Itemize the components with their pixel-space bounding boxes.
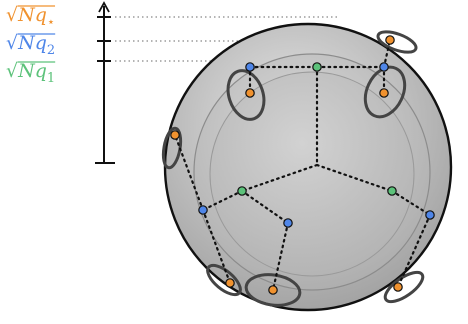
- radius-axis: [95, 1, 115, 164]
- ring-bottom-left: [206, 263, 242, 297]
- ring-bottom-center: [244, 273, 302, 307]
- node-orange-top-right: [379, 88, 389, 98]
- rings: [161, 30, 425, 307]
- node-blue-top-right: [379, 62, 389, 72]
- node-blue-top-left: [245, 62, 255, 72]
- node-orange-left-edge: [170, 130, 180, 140]
- ring-bottom-right: [383, 270, 425, 304]
- inner-sphere: [209, 71, 415, 277]
- node-green-right: [387, 186, 397, 196]
- ring-top-left: [226, 69, 266, 121]
- label-sqrt-nq2: √Nq2: [6, 32, 55, 58]
- orange-nodes: [170, 35, 403, 295]
- node-green-left: [237, 186, 247, 196]
- node-orange-bottom-center: [268, 285, 278, 295]
- node-blue-right: [425, 210, 435, 220]
- green-nodes: [237, 62, 397, 196]
- node-green-top: [312, 62, 322, 72]
- node-orange-top-left: [245, 88, 255, 98]
- blue-nodes: [198, 62, 435, 228]
- node-blue-left: [198, 205, 208, 215]
- node-orange-bottom-right: [393, 282, 403, 292]
- label-sqrt-nq-star: √Nq⋆: [6, 4, 55, 30]
- ring-top-right: [363, 65, 407, 119]
- node-orange-bottom-left: [225, 278, 235, 288]
- node-orange-upper-edge: [385, 35, 395, 45]
- network-edges: [173, 38, 432, 292]
- guide-lines: [115, 16, 340, 62]
- label-sqrt-nq1: √Nq1: [6, 60, 55, 86]
- ring-upper-right-edge: [376, 30, 418, 54]
- node-blue-center: [283, 218, 293, 228]
